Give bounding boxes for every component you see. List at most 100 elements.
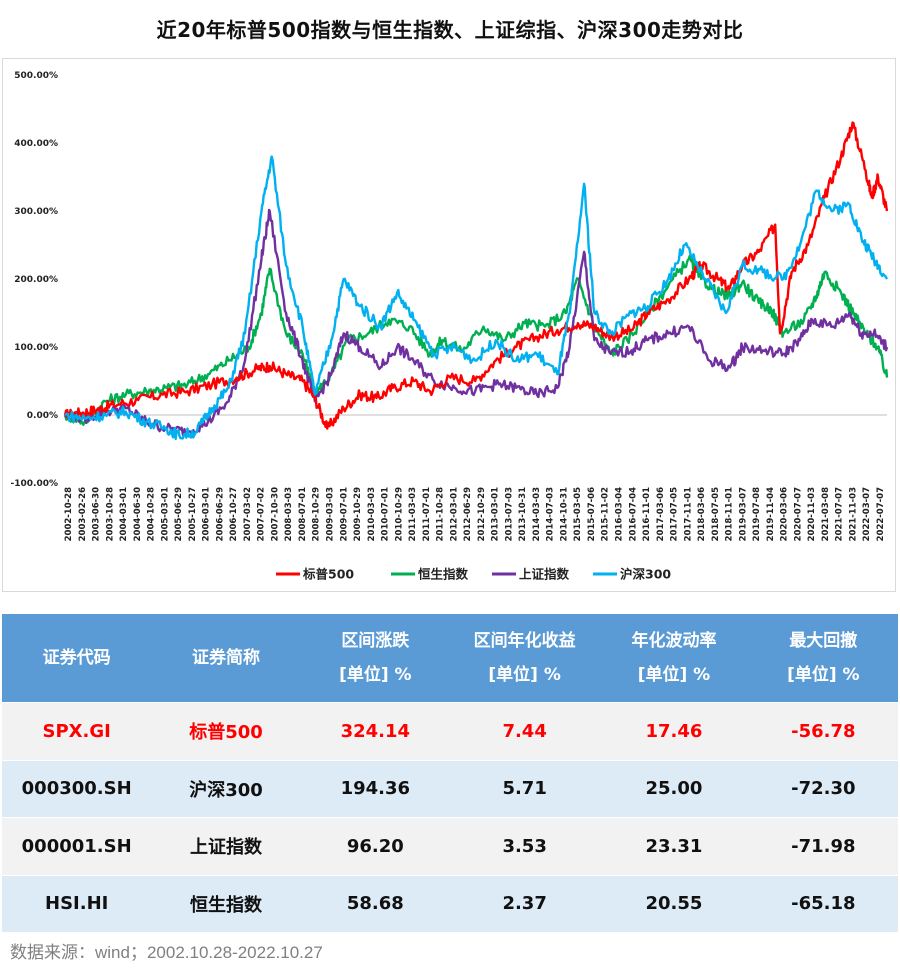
x-tick-label: 2022-03-07 (862, 487, 872, 541)
x-tick-label: 2020-07-07 (793, 487, 803, 541)
x-tick-label: 2004-06-30 (133, 487, 143, 541)
x-tick-label: 2012-03-01 (449, 487, 459, 541)
legend-label: 标普500 (302, 567, 354, 582)
table-row: 000001.SH 上证指数 96.20 3.53 23.31 -71.98 (2, 817, 898, 875)
header-name: 证券简称 (151, 614, 301, 703)
x-tick-label: 2006-10-27 (229, 487, 239, 541)
cell-annual-return: 3.53 (449, 817, 600, 875)
x-tick-label: 2017-03-06 (656, 487, 666, 541)
header-volatility: 年化波动率 [单位] % (599, 614, 749, 703)
x-tick-label: 2006-06-29 (215, 487, 225, 541)
x-tick-label: 2016-07-04 (628, 487, 638, 541)
cell-change: 96.20 (300, 817, 450, 875)
cell-name: 上证指数 (151, 817, 301, 875)
x-tick-label: 2009-03-03 (325, 487, 335, 541)
x-tick-label: 2014-07-03 (546, 487, 556, 541)
x-tick-label: 2017-11-01 (683, 487, 693, 541)
cell-code: 000300.SH (2, 759, 152, 818)
x-tick-label: 2022-07-07 (876, 487, 886, 541)
x-tick-label: 2012-06-29 (463, 487, 473, 541)
x-tick-label: 2015-03-05 (573, 487, 583, 541)
y-tick-label: 500.00% (14, 71, 58, 81)
x-tick-label: 2021-11-03 (848, 487, 858, 541)
x-tick-label: 2015-11-02 (601, 487, 611, 541)
x-tick-label: 2018-03-06 (697, 487, 707, 541)
performance-table: 证券代码 证券简称 区间涨跌 [单位] % 区间年化收益 [单位] % 年化波动率[… (2, 614, 898, 932)
chart-canvas: 500.00% 400.00% 300.00% 200.00% 100.00% 0.00%… (11, 71, 889, 582)
cell-change: 194.36 (300, 759, 450, 818)
x-tick-label: 2013-10-31 (518, 487, 528, 541)
header-code: 证券代码 (2, 614, 152, 703)
line-chart: 500.00% 400.00% 300.00% 200.00% 100.00% 0.00%… (2, 58, 896, 592)
series-line-0 (63, 121, 889, 430)
cell-volatility: 23.31 (599, 817, 749, 875)
x-tick-label: 2007-07-02 (257, 487, 267, 541)
x-tick-label: 2005-10-27 (188, 487, 198, 541)
y-tick-label: -100.00% (11, 479, 58, 489)
x-tick-label: 2021-03-08 (821, 487, 831, 541)
series-line-3 (64, 155, 889, 441)
y-tick-label: 300.00% (14, 207, 58, 217)
x-tick-label: 2003-06-30 (92, 487, 102, 541)
cell-name: 恒生指数 (151, 874, 301, 932)
x-tick-label: 2003-02-26 (78, 487, 88, 541)
x-tick-label: 2013-07-03 (504, 487, 514, 541)
cell-code: SPX.GI (2, 702, 152, 760)
x-tick-label: 2021-07-07 (835, 487, 845, 541)
cell-max-drawdown: -71.98 (748, 817, 898, 875)
header-annual-return: 区间年化收益 [单位] % (449, 614, 600, 703)
x-tick-label: 2010-03-03 (367, 487, 377, 541)
x-tick-label: 2011-10-28 (436, 487, 446, 541)
x-tick-label: 2020-03-06 (780, 487, 790, 541)
x-tick-label: 2002-10-28 (64, 487, 74, 541)
cell-volatility: 20.55 (599, 874, 749, 932)
x-tick-label: 2005-03-01 (160, 487, 170, 541)
x-tick-label: 2007-10-30 (270, 487, 280, 541)
x-tick-label: 2004-10-28 (147, 487, 157, 541)
x-tick-label: 2017-07-05 (670, 487, 680, 541)
x-tick-label: 2006-03-01 (202, 487, 212, 541)
cell-max-drawdown: -72.30 (748, 759, 898, 818)
table-header-row: 证券代码 证券简称 区间涨跌 [单位] % 区间年化收益 [单位] % 年化波动率[… (2, 614, 898, 703)
cell-max-drawdown: -56.78 (748, 702, 898, 760)
y-tick-label: 400.00% (14, 139, 58, 149)
x-tick-label: 2020-11-03 (807, 487, 817, 541)
header-max-drawdown: 最大回撤 [单位] % (748, 614, 898, 703)
x-tick-label: 2019-11-04 (766, 487, 776, 541)
x-tick-label: 2013-03-01 (491, 487, 501, 541)
y-tick-label: 0.00% (27, 411, 58, 421)
cell-annual-return: 5.71 (449, 759, 600, 818)
cell-change: 58.68 (300, 874, 450, 932)
x-tick-label: 2005-06-29 (174, 487, 184, 541)
x-tick-label: 2019-03-07 (738, 487, 748, 541)
x-tick-label: 2018-07-05 (711, 487, 721, 541)
x-tick-label: 2012-10-29 (477, 487, 487, 541)
x-tick-label: 2010-10-29 (394, 487, 404, 541)
y-tick-label: 100.00% (14, 343, 58, 353)
legend-label: 上证指数 (519, 567, 570, 582)
cell-name: 标普500 (151, 702, 301, 760)
cell-max-drawdown: -65.18 (748, 874, 898, 932)
x-tick-label: 2011-07-01 (422, 487, 432, 541)
x-tick-label: 2004-03-01 (119, 487, 129, 541)
table-row: 000300.SH 沪深300 194.36 5.71 25.00 -72.30 (2, 759, 898, 818)
series-line-1 (63, 254, 889, 426)
y-tick-label: 200.00% (14, 275, 58, 285)
series-line-2 (64, 208, 889, 438)
table-row: SPX.GI 标普500 324.14 7.44 17.46 -56.78 (2, 702, 898, 760)
x-tick-label: 2003-10-28 (105, 487, 115, 541)
header-change: 区间涨跌 [单位] % (300, 614, 450, 703)
table-row: HSI.HI 恒生指数 58.68 2.37 20.55 -65.18 (2, 874, 898, 932)
data-source-note: 数据来源：wind；2002.10.28-2022.10.27 (10, 943, 323, 962)
cell-volatility: 25.00 (599, 759, 749, 818)
x-tick-label: 2014-10-31 (559, 487, 569, 541)
x-tick-label: 2009-10-29 (353, 487, 363, 541)
x-tick-label: 2008-03-03 (284, 487, 294, 541)
cell-annual-return: 7.44 (449, 702, 600, 760)
legend-label: 恒生指数 (418, 567, 469, 582)
cell-volatility: 17.46 (599, 702, 749, 760)
x-tick-label: 2019-07-08 (752, 487, 762, 541)
legend-label: 沪深300 (620, 567, 671, 582)
x-tick-label: 2014-03-03 (532, 487, 542, 541)
cell-change: 324.14 (300, 702, 450, 760)
